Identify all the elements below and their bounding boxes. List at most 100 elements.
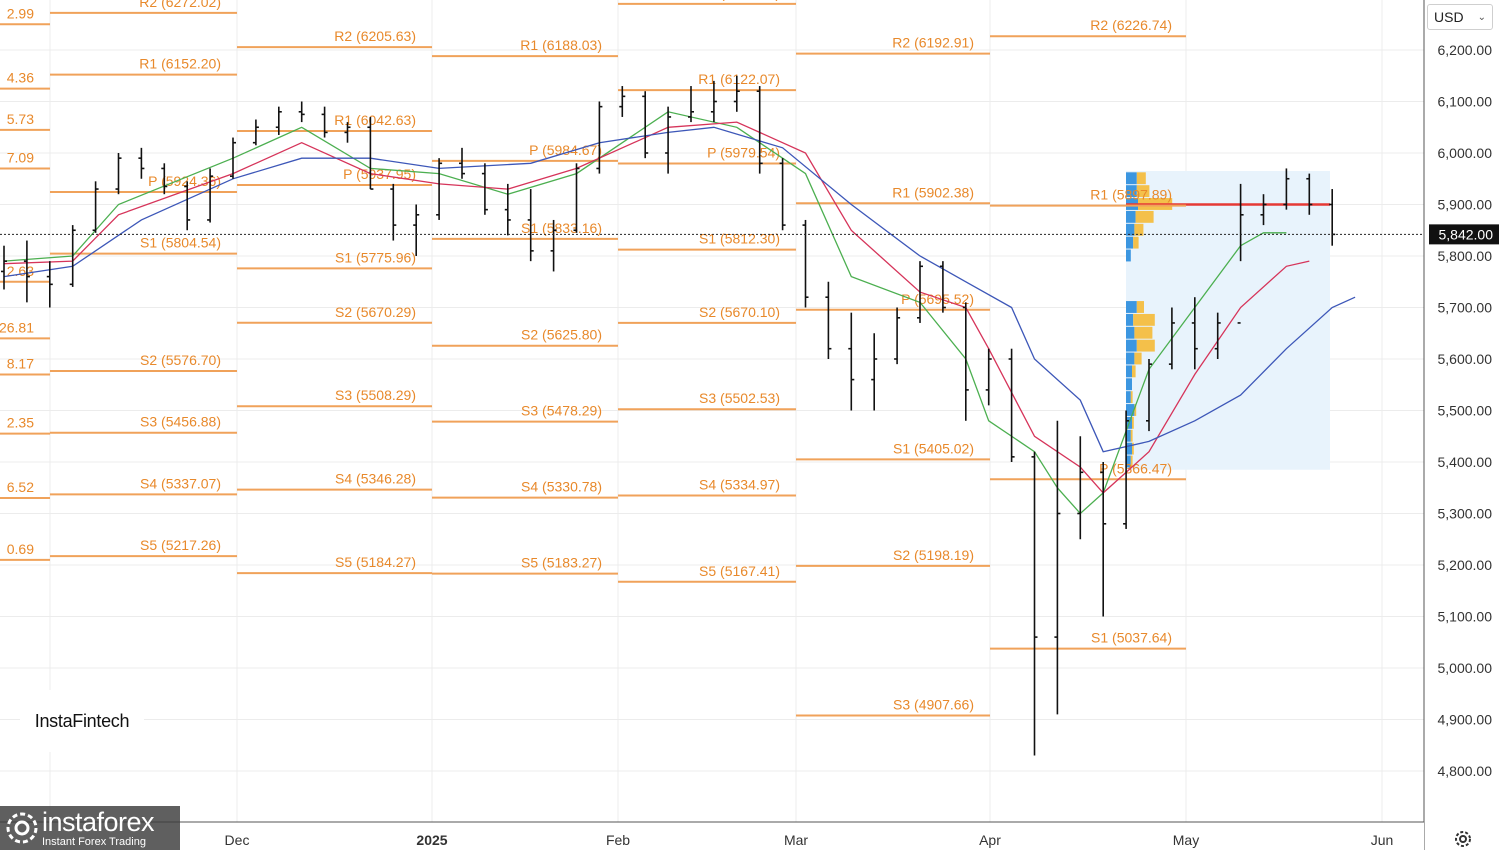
pivot-level-label: S1 (5833.16) bbox=[521, 220, 602, 236]
ohlc-bar bbox=[756, 86, 763, 174]
ohlc-bar bbox=[1283, 168, 1290, 210]
volume-profile-bar-sell bbox=[1130, 391, 1133, 404]
ohlc-bar bbox=[230, 137, 236, 179]
ohlc-bar bbox=[1100, 462, 1107, 617]
price-axis-tick-label: 6,200.00 bbox=[1438, 42, 1493, 58]
time-axis[interactable]: Dec 2025 Feb Mar Apr May Jun bbox=[0, 821, 1424, 850]
pivot-level-label: P (5979.54) bbox=[707, 145, 780, 161]
ohlc-bar bbox=[1329, 189, 1336, 246]
volume-profile-bar-buy bbox=[1126, 249, 1131, 262]
volume-profile-bar-buy bbox=[1126, 352, 1135, 365]
pivot-level-label: R1 (6152.20) bbox=[139, 56, 221, 72]
price-axis-tick-label: 6,000.00 bbox=[1438, 145, 1493, 161]
volume-profile-bar-buy bbox=[1126, 236, 1134, 249]
ohlc-bar bbox=[504, 183, 511, 236]
volume-profile-bar-buy bbox=[1126, 442, 1132, 455]
volume-profile-bar-buy bbox=[1126, 365, 1132, 378]
volume-profile-bar-sell bbox=[1130, 455, 1133, 468]
ohlc-bar bbox=[46, 261, 53, 308]
current-price-label: 5,842.00 bbox=[1439, 226, 1494, 242]
ohlc-bar bbox=[596, 101, 603, 174]
pivot-level-label: S3 (5508.29) bbox=[335, 387, 416, 403]
ohlc-bar bbox=[184, 181, 191, 231]
pivot-level-label: 0.69 bbox=[7, 541, 34, 557]
volume-profile-bar-sell bbox=[1135, 210, 1154, 223]
pivot-levels: 2.99 4.36 5.73 7.09 2.63 26.81 8.17 2.35 6.52 0.6… bbox=[0, 0, 1186, 717]
pivot-level-label: S2 (5670.10) bbox=[699, 304, 780, 320]
time-axis-label: Feb bbox=[606, 832, 630, 848]
ohlc-bar bbox=[848, 312, 855, 411]
ohlc-bar bbox=[436, 158, 443, 220]
pivot-level-label: R2 (6192.91) bbox=[892, 35, 974, 51]
pivot-level-label: P (5984.67) bbox=[529, 142, 602, 158]
current-price-badge bbox=[1429, 224, 1499, 245]
pivot-level-label: 2.63 bbox=[7, 263, 34, 279]
pivot-level-label: 26.81 bbox=[0, 319, 34, 335]
pivot-level-label: S2 (5670.29) bbox=[335, 304, 416, 320]
pivot-level-label: S5 (5184.27) bbox=[335, 554, 416, 570]
currency-select[interactable]: USD ⌄ bbox=[1427, 4, 1493, 30]
pivot-level-label: S1 (5405.02) bbox=[893, 440, 974, 456]
ohlc-bar bbox=[710, 80, 717, 123]
volume-profile-bar-sell bbox=[1134, 223, 1144, 236]
pivot-level-label: R2 (6205.63) bbox=[334, 28, 416, 44]
pivot-level-label: 6.52 bbox=[7, 479, 34, 495]
ohlc-bar bbox=[871, 333, 878, 411]
pivot-level-label: R1 (5897.89) bbox=[1090, 187, 1172, 203]
ohlc-bar bbox=[573, 163, 580, 233]
ohlc-bar bbox=[1054, 420, 1061, 715]
volume-profile-bar-sell bbox=[1133, 236, 1139, 249]
pivot-level-label: P (5937.95) bbox=[343, 166, 416, 182]
ohlc-bar bbox=[1008, 348, 1015, 462]
pivot-level-label: S2 (5198.19) bbox=[893, 547, 974, 563]
pivot-level-label: R2 (6226.74) bbox=[1090, 17, 1172, 33]
ohlc-bar bbox=[1214, 312, 1221, 359]
ohlc-bar bbox=[939, 261, 946, 313]
ohlc-bar bbox=[69, 225, 76, 287]
price-axis-tick-label: 5,500.00 bbox=[1438, 403, 1493, 419]
ohlc-bar bbox=[1168, 307, 1175, 370]
pivot-level-label: S1 (5812.30) bbox=[699, 231, 780, 247]
pivot-level-label: S2 (5625.80) bbox=[521, 327, 602, 343]
time-axis-background bbox=[0, 822, 1424, 850]
ohlc-bar bbox=[115, 153, 122, 195]
watermark-name: instaforex bbox=[42, 806, 155, 837]
volume-profile-bar-buy bbox=[1126, 404, 1135, 416]
ohlc-bar bbox=[779, 158, 786, 231]
chevron-down-icon: ⌄ bbox=[1477, 11, 1486, 23]
pivot-level-label: S1 (5775.96) bbox=[335, 249, 416, 265]
price-axis-tick-label: 6,100.00 bbox=[1438, 94, 1493, 110]
ohlc-bar bbox=[1146, 359, 1152, 432]
pivot-level-label: R2 (6289.64) bbox=[698, 0, 780, 1]
pivot-level-label: S4 (5337.07) bbox=[140, 475, 221, 491]
pivot-level-label: S4 (5346.28) bbox=[335, 471, 416, 487]
ohlc-bar bbox=[298, 101, 305, 123]
pivot-level-label: R1 (6122.07) bbox=[698, 71, 780, 87]
price-axis[interactable]: 6,200.00 6,100.00 6,000.00 5,900.00 5,800.00… bbox=[1423, 0, 1500, 850]
volume-profile-bar-buy bbox=[1126, 339, 1137, 352]
pivot-level-label: 5.73 bbox=[7, 111, 34, 127]
ohlc-bar bbox=[138, 147, 145, 179]
pivot-level-label: R1 (6042.63) bbox=[334, 112, 416, 128]
moving-average-line bbox=[3, 121, 1310, 494]
ohlc-bar bbox=[1260, 194, 1267, 226]
ohlc-bar bbox=[985, 348, 992, 406]
ohlc-bar bbox=[642, 91, 649, 159]
pivot-level-label: S4 (5330.78) bbox=[521, 479, 602, 495]
watermark: instaforex Instant Forex Trading bbox=[0, 806, 180, 850]
ohlc-bar bbox=[367, 116, 374, 190]
pivot-level-label: S3 (5502.53) bbox=[699, 390, 780, 406]
pivot-level-label: S3 (5456.88) bbox=[140, 414, 221, 430]
volume-profile-bar-buy bbox=[1126, 210, 1136, 223]
ohlc-bar bbox=[344, 122, 351, 143]
price-axis-background bbox=[1424, 0, 1500, 850]
pivot-level-label: S3 (5478.29) bbox=[521, 403, 602, 419]
ohlc-bar bbox=[23, 240, 30, 303]
pivot-level-label: S4 (5334.97) bbox=[699, 476, 780, 492]
ohlc-bar bbox=[688, 86, 694, 123]
ohlc-bar bbox=[894, 307, 901, 365]
volume-profile-bar-buy bbox=[1126, 223, 1135, 236]
settings-icon[interactable] bbox=[1452, 828, 1474, 850]
volume-profile-bar-buy bbox=[1126, 301, 1137, 313]
